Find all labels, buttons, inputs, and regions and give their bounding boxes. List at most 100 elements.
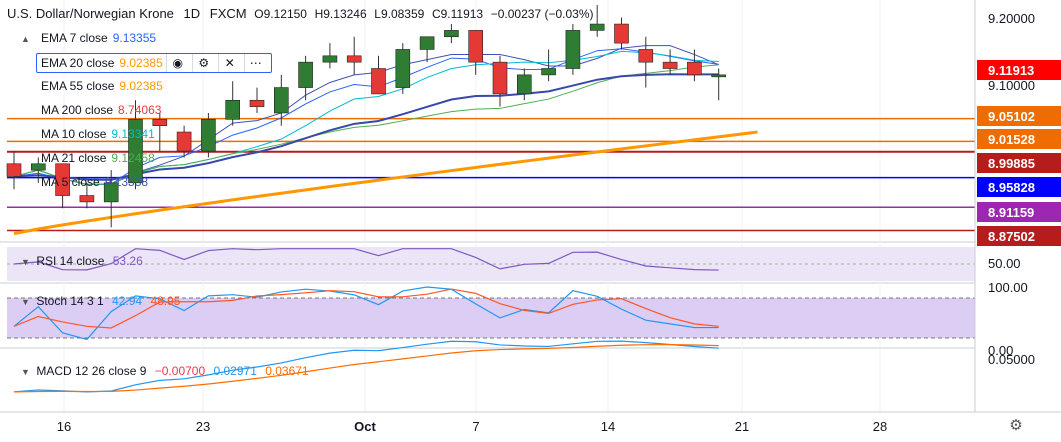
price-label-tag — [977, 226, 1061, 246]
candle-body — [298, 61, 313, 88]
stoch-d-line — [13, 288, 719, 329]
price-label-tag — [977, 202, 1061, 222]
chevron-down-icon[interactable]: ▼ — [21, 297, 30, 307]
candle-body — [638, 49, 654, 63]
legend-item[interactable]: ▲ EMA 7 close 9.13355 — [21, 31, 157, 45]
price-label-tag — [977, 60, 1061, 80]
price-label-text: 8.99885 — [988, 156, 1035, 171]
legend-label: MA 5 close — [41, 175, 100, 189]
legend-item[interactable]: EMA 55 close 9.02385 — [41, 79, 163, 93]
chevron-down-icon[interactable]: ▼ — [21, 257, 30, 267]
legend-item[interactable]: MA 5 close 9.13538 — [41, 175, 148, 189]
stoch-k-line — [13, 286, 719, 341]
date-tick-label: 21 — [735, 419, 749, 434]
candle-body — [541, 68, 556, 76]
legend-value: 9.13355 — [112, 31, 157, 45]
macd-signal-line — [13, 344, 719, 393]
price-label-tag — [977, 153, 1061, 173]
date-tick-label: 23 — [196, 419, 210, 434]
chart-header: U.S. Dollar/Norwegian Krone 1D FXCM O9.1… — [7, 6, 593, 21]
legend-item[interactable]: EMA 20 close 9.02385 ◉ ⚙ ✕ ⋯ — [36, 53, 272, 73]
pane-separators — [0, 241, 975, 349]
candle-body — [55, 163, 70, 196]
date-axis[interactable]: 16 23 Oct 7 14 21 28 — [57, 419, 887, 434]
stoch-k-value: 42.94 — [112, 294, 143, 308]
indicator-tick-label: 0.00 — [988, 343, 1013, 358]
date-tick-label: 7 — [472, 419, 479, 434]
candle-body — [395, 49, 411, 88]
indicator-tick-label: 100.00 — [988, 280, 1028, 295]
candle-body — [687, 61, 702, 76]
date-tick-label: Oct — [354, 419, 376, 434]
ema55-line — [13, 130, 758, 236]
macd-legend[interactable]: ▼ MACD 12 26 close 9 −0.00700 0.02971 0.… — [21, 364, 309, 378]
chevron-down-icon[interactable]: ▼ — [21, 367, 30, 377]
candle-body — [468, 30, 484, 63]
date-tick-label: 16 — [57, 419, 71, 434]
high-value: H9.13246 — [314, 7, 367, 21]
candle-body — [103, 182, 119, 203]
change-value: −0.00237 (−0.03%) — [490, 7, 594, 21]
price-label-text: 8.87502 — [988, 229, 1035, 244]
price-label-tag — [977, 106, 1061, 126]
more-icon[interactable]: ⋯ — [243, 54, 267, 72]
price-label-tag — [977, 129, 1061, 149]
legend-item[interactable]: MA 10 close 9.13341 — [41, 127, 155, 141]
price-label-text: 9.11913 — [988, 63, 1034, 78]
macd-label: MACD 12 26 close 9 — [36, 364, 147, 378]
gear-icon[interactable]: ⚙ — [191, 54, 215, 72]
candles[interactable] — [6, 5, 727, 228]
candle-body — [444, 30, 459, 38]
legend-value: 8.74063 — [118, 103, 162, 117]
candle-body — [225, 99, 240, 120]
legend-item[interactable]: MA 21 close 9.12458 — [41, 151, 155, 165]
rsi-line — [13, 248, 719, 271]
eye-icon[interactable]: ◉ — [165, 54, 189, 72]
horizontal-levels — [7, 117, 975, 232]
legend-label: EMA 20 close — [41, 56, 115, 70]
legend-label: MA 21 close — [41, 151, 107, 165]
symbol-title[interactable]: U.S. Dollar/Norwegian Krone — [7, 6, 174, 21]
legend-value: 9.02385 — [119, 56, 163, 70]
candle-body — [322, 55, 338, 63]
macd-hist-value: −0.00700 — [154, 364, 206, 378]
candle-body — [152, 119, 168, 126]
candle-body — [30, 163, 46, 171]
candle-body — [662, 61, 678, 69]
stoch-band — [7, 298, 975, 338]
gear-icon[interactable]: ⚙ — [1009, 417, 1023, 434]
macd-value: 0.02971 — [213, 364, 257, 378]
low-value: L9.08359 — [374, 7, 425, 21]
candle-body — [614, 23, 629, 44]
close-icon[interactable]: ✕ — [217, 54, 241, 72]
candle-body — [492, 61, 508, 95]
close-value: C9.11913 — [431, 7, 484, 21]
price-label-text: 9.05102 — [988, 109, 1035, 124]
candle-body — [249, 99, 265, 107]
candle-body — [516, 74, 532, 95]
stoch-d-value: 48.95 — [150, 294, 181, 308]
legend-value: 9.02385 — [119, 79, 163, 93]
price-label-text: 9.01528 — [988, 132, 1035, 147]
legend-value: 9.13538 — [104, 175, 149, 189]
legend-label: MA 10 close — [41, 127, 107, 141]
rsi-legend[interactable]: ▼ RSI 14 close 53.26 — [21, 254, 143, 268]
candle-body — [273, 87, 289, 114]
candle-body — [346, 55, 362, 63]
legend-label: EMA 7 close — [41, 31, 108, 45]
legend-item[interactable]: MA 200 close 8.74063 — [41, 103, 161, 117]
open-value: O9.12150 — [254, 7, 307, 21]
macd-line — [13, 340, 719, 393]
macd-signal-value: 0.03671 — [265, 364, 309, 378]
legend-label: EMA 55 close — [41, 79, 115, 93]
candle-body — [176, 131, 192, 152]
chevron-up-icon[interactable]: ▲ — [21, 34, 30, 44]
candle-body — [128, 119, 143, 184]
stoch-legend[interactable]: ▼ Stoch 14 3 1 42.94 48.95 — [21, 294, 180, 308]
legend-value: 9.12458 — [111, 151, 155, 165]
chart-interval[interactable]: 1D — [183, 6, 201, 21]
candle-body — [201, 119, 216, 152]
price-tick-label: 9.10000 — [988, 78, 1035, 93]
